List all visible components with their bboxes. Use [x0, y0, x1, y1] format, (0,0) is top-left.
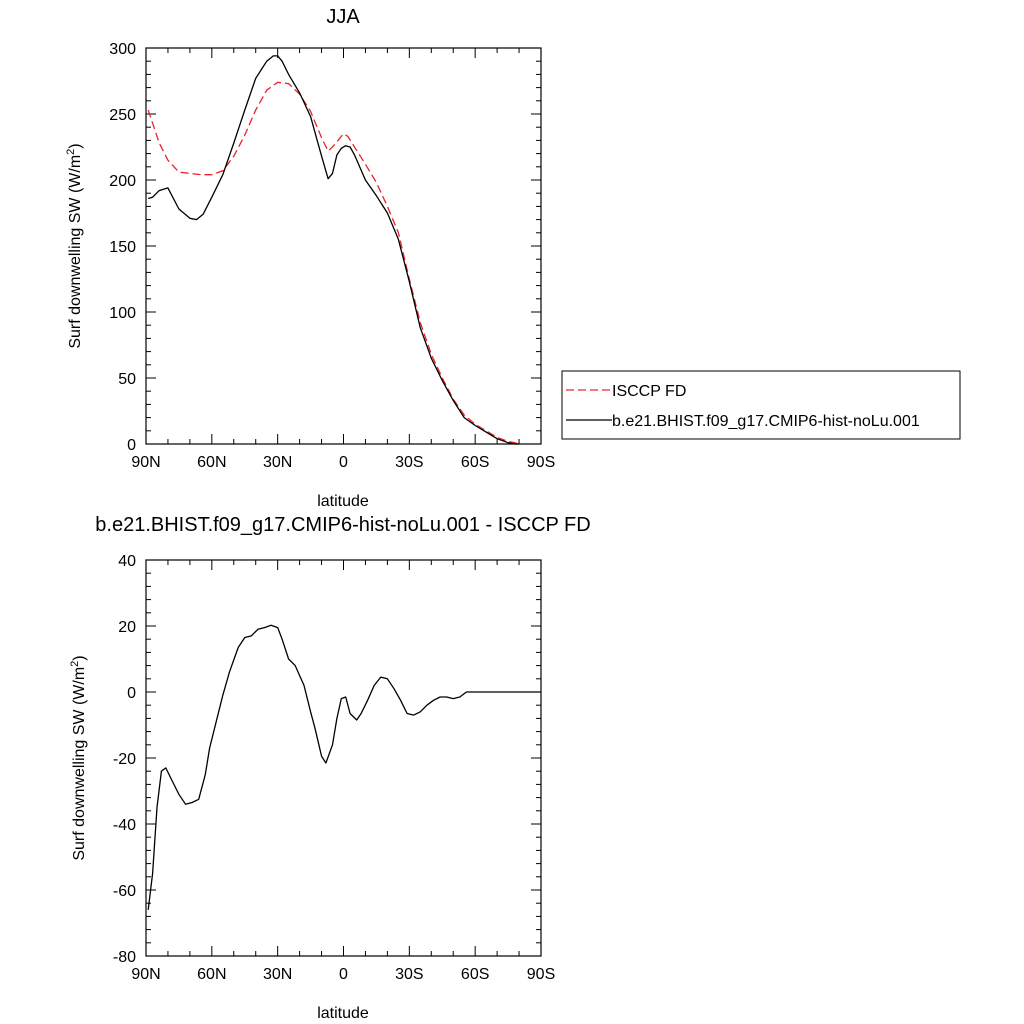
chart-title: b.e21.BHIST.f09_g17.CMIP6-hist-noLu.001 … — [95, 514, 590, 536]
y-tick-label: 300 — [109, 41, 136, 58]
x-tick-label: 60N — [197, 454, 226, 471]
y-tick-label: 40 — [118, 553, 136, 570]
legend: ISCCP FD b.e21.BHIST.f09_g17.CMIP6-hist-n… — [561, 370, 961, 440]
legend-box — [561, 370, 961, 440]
chart-title: JJA — [326, 6, 360, 28]
x-tick-label: 60S — [461, 966, 489, 983]
plot-frame — [145, 47, 542, 445]
legend-label: ISCCP FD — [612, 383, 686, 400]
x-tick-label: 0 — [339, 454, 348, 471]
panel-bottom: b.e21.BHIST.f09_g17.CMIP6-hist-noLu.001 … — [69, 514, 591, 1022]
x-tick-label: 60S — [461, 454, 489, 471]
x-axis-label: latitude — [317, 493, 369, 510]
y-axis-label: Surf downwelling SW (W/m2) — [65, 143, 84, 348]
y-tick-label: -40 — [113, 817, 136, 834]
x-tick-label: 60N — [197, 966, 226, 983]
x-axis-label: latitude — [317, 1005, 369, 1022]
y-axis-label: Surf downwelling SW (W/m2) — [69, 655, 88, 860]
x-tick-label: 30N — [263, 454, 292, 471]
x-tick-label: 30S — [395, 966, 423, 983]
x-tick-label: 90N — [131, 966, 160, 983]
plot-frame — [145, 559, 542, 957]
y-tick-label: 0 — [127, 685, 136, 702]
series-line — [147, 624, 541, 910]
x-tick-label: 30S — [395, 454, 423, 471]
y-tick-label: 50 — [118, 371, 136, 388]
y-tick-label: 150 — [109, 239, 136, 256]
y-tick-label: -80 — [113, 949, 136, 966]
y-tick-label: 0 — [127, 437, 136, 454]
legend-label: b.e21.BHIST.f09_g17.CMIP6-hist-noLu.001 — [612, 413, 920, 430]
y-tick-label: 200 — [109, 173, 136, 190]
x-tick-label: 90N — [131, 454, 160, 471]
y-tick-label: 100 — [109, 305, 136, 322]
x-tick-label: 30N — [263, 966, 292, 983]
x-tick-label: 0 — [339, 966, 348, 983]
y-tick-label: 250 — [109, 107, 136, 124]
x-tick-label: 90S — [527, 454, 555, 471]
y-tick-label: 20 — [118, 619, 136, 636]
x-tick-label: 90S — [527, 966, 555, 983]
series-line — [148, 55, 520, 445]
series-line — [147, 81, 520, 445]
y-tick-label: -20 — [113, 751, 136, 768]
y-tick-label: -60 — [113, 883, 136, 900]
panel-top: JJA Surf downwelling SW (W/m2) latitude … — [65, 6, 555, 510]
